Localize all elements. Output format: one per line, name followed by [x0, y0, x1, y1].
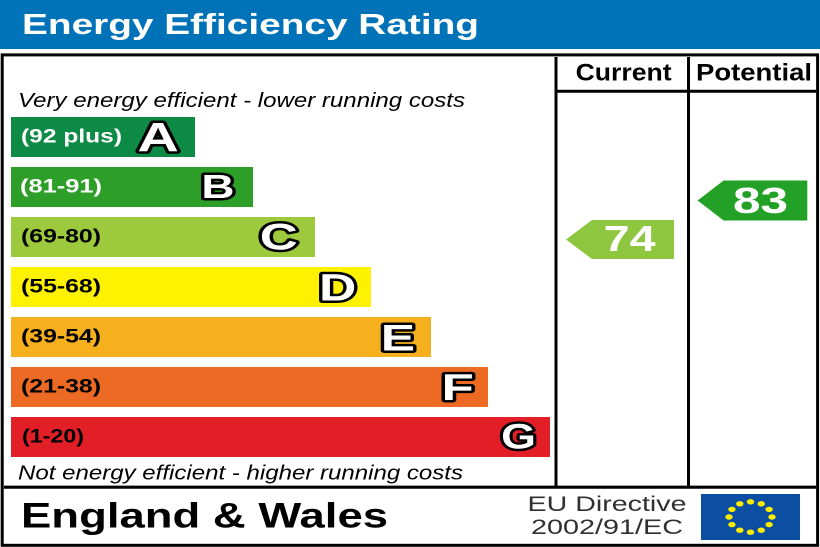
svg-text:(1-20): (1-20) [22, 427, 84, 448]
svg-text:Current: Current [576, 59, 672, 86]
svg-text:A: A [137, 114, 178, 160]
svg-text:Energy Efficiency Rating: Energy Efficiency Rating [22, 9, 479, 41]
svg-text:74: 74 [604, 218, 656, 259]
svg-text:(69-80): (69-80) [21, 227, 101, 248]
svg-text:B: B [201, 169, 234, 205]
svg-text:(39-54): (39-54) [21, 327, 101, 348]
svg-text:F: F [442, 367, 474, 408]
svg-text:(92 plus): (92 plus) [21, 127, 122, 148]
svg-text:C: C [260, 216, 298, 258]
svg-text:(55-68): (55-68) [21, 277, 101, 298]
svg-text:(21-38): (21-38) [21, 377, 101, 398]
svg-text:E: E [381, 318, 415, 359]
svg-text:(81-91): (81-91) [20, 177, 102, 198]
svg-text:EU Directive: EU Directive [528, 493, 687, 516]
svg-text:Not energy efficient - higher: Not energy efficient - higher running co… [18, 463, 463, 485]
svg-text:D: D [319, 266, 356, 309]
svg-text:G: G [501, 417, 536, 456]
svg-text:2002/91/EC: 2002/91/EC [531, 516, 683, 539]
svg-text:England & Wales: England & Wales [21, 497, 388, 536]
svg-text:Potential: Potential [696, 59, 812, 86]
svg-text:Very energy efficient - lower: Very energy efficient - lower running co… [18, 90, 465, 112]
svg-text:83: 83 [733, 180, 788, 221]
